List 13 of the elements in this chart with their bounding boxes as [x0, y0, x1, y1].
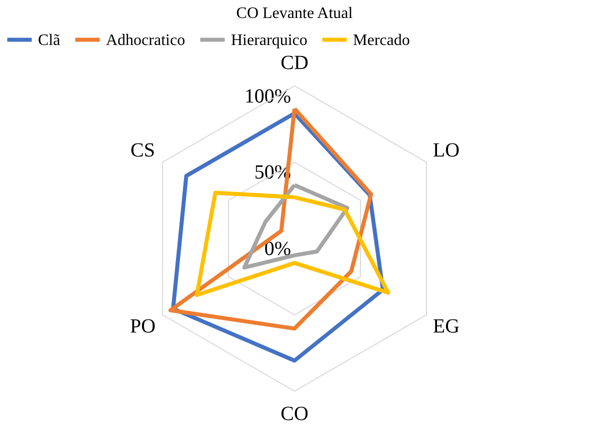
spoke-label: PO — [130, 315, 156, 338]
chart-title: CO Levante Atual — [236, 5, 354, 22]
y-tick-label: 0% — [264, 238, 291, 260]
spoke-label: LO — [432, 140, 460, 162]
spoke-label: CS — [130, 140, 155, 162]
y-tick-label: 100% — [244, 85, 291, 108]
legend-label: Mercado — [353, 32, 410, 49]
legend-label: Hierarquico — [231, 32, 308, 49]
spoke-label: EG — [432, 315, 460, 338]
spoke-label: CD — [280, 52, 308, 74]
legend-label: Clã — [38, 32, 60, 49]
legend-label: Adhocratico — [106, 32, 186, 49]
spoke-label: CO — [280, 403, 308, 426]
